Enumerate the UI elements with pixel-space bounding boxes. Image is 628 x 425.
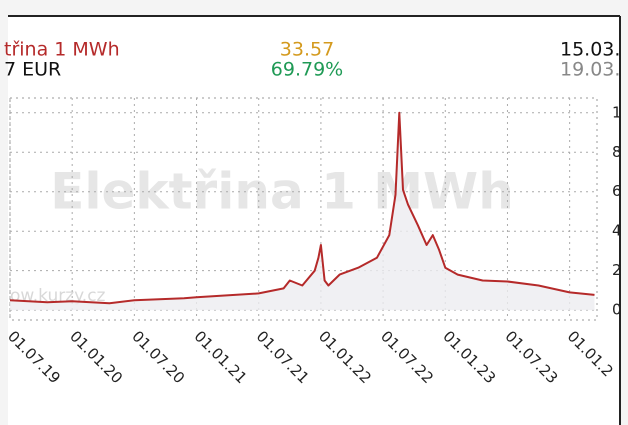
header-date-prev: 19.03. [560, 59, 620, 81]
header-change-pct: 69.79% [271, 59, 343, 81]
header-date: 15.03. [560, 39, 620, 61]
y-tick-label: 6 [612, 182, 622, 200]
y-tick-label: 2 [612, 261, 622, 279]
y-tick-label: 0 [612, 301, 622, 319]
area-fill [10, 112, 595, 311]
header-price: 7 EUR [4, 59, 61, 81]
y-tick-label: 8 [612, 143, 622, 161]
y-tick-label: 4 [612, 222, 622, 240]
plot-frame [9, 97, 598, 321]
card [8, 16, 620, 425]
header-name: třina 1 MWh [4, 39, 120, 61]
y-tick-label: 1 [612, 103, 622, 121]
price-line [9, 111, 595, 305]
header-change: 33.57 [280, 39, 334, 61]
